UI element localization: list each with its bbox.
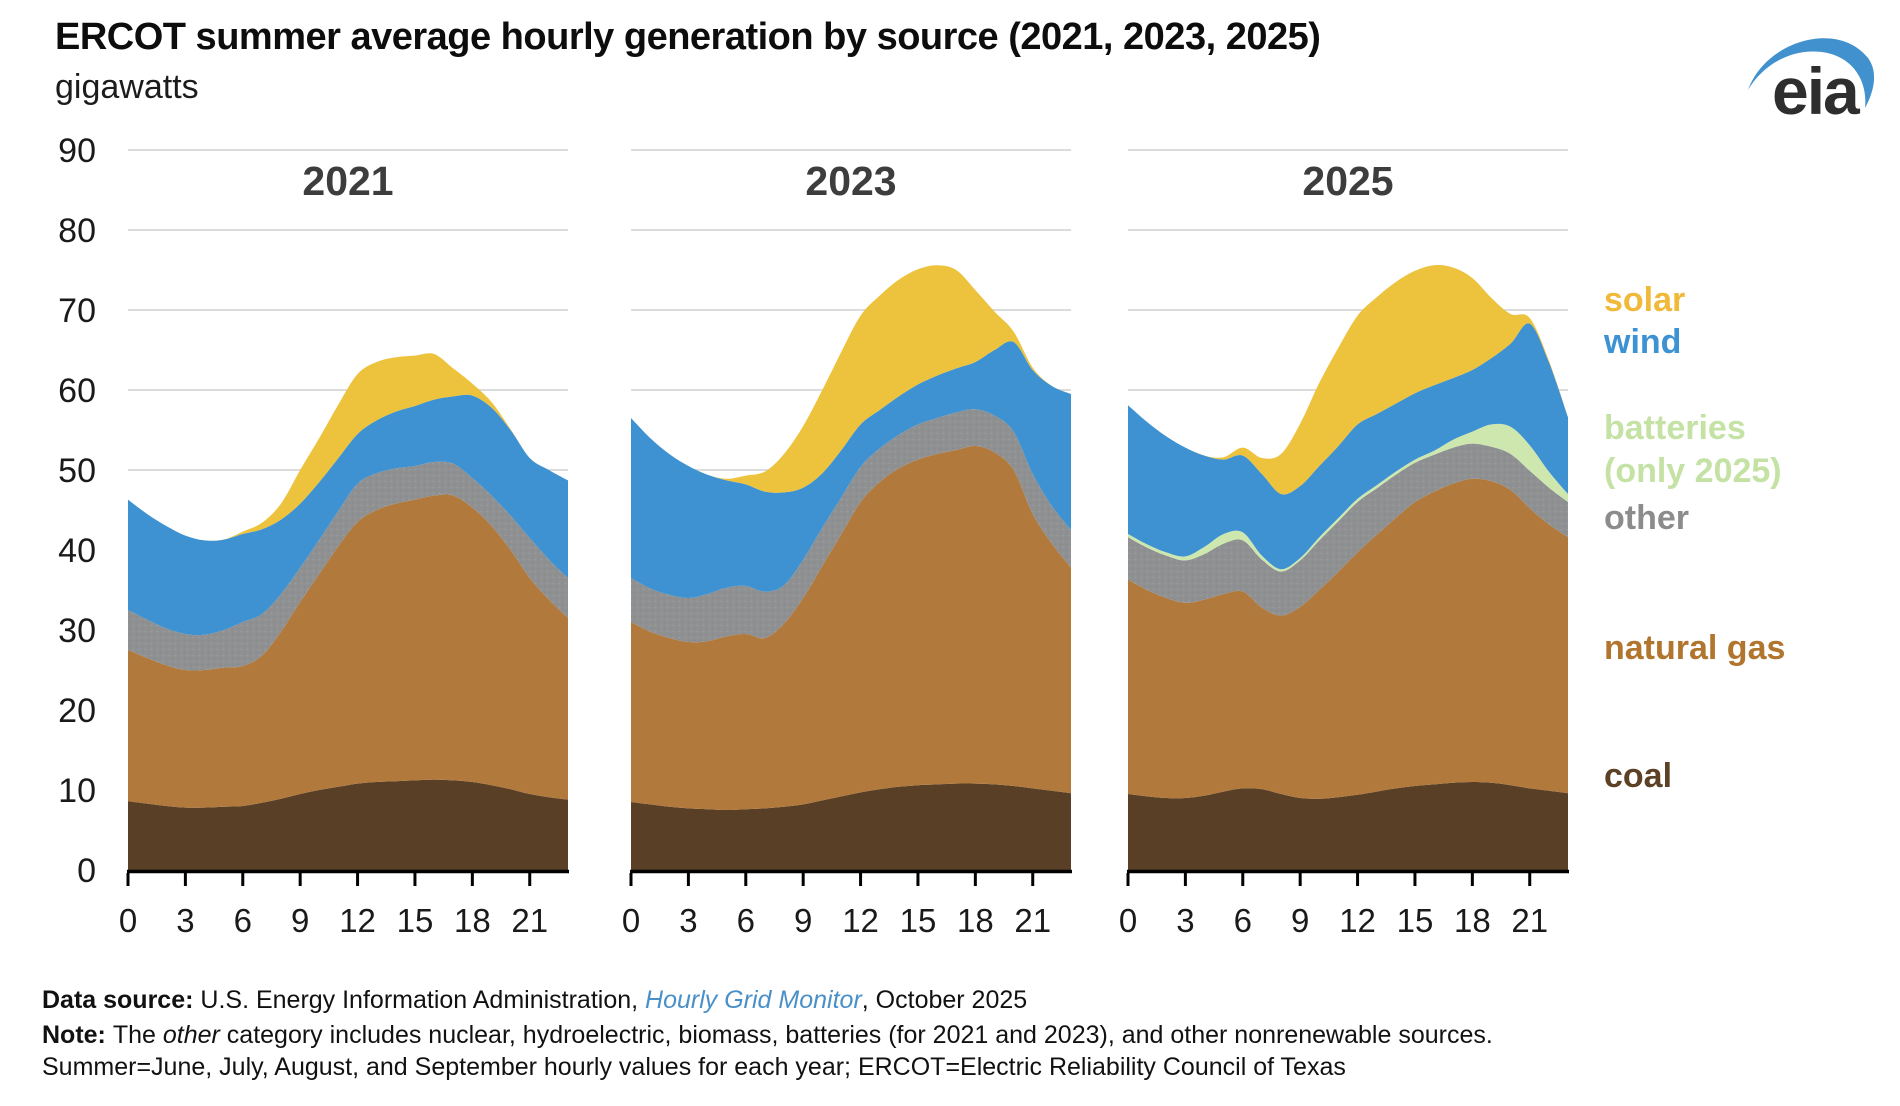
y-tick-label: 40	[58, 532, 96, 570]
y-tick-label: 30	[58, 612, 96, 650]
panel-2021: 0 3 6 9 12 15 18 21 2021	[119, 149, 569, 939]
x-tick-label: 15	[900, 902, 937, 939]
x-tick-label: 0	[119, 902, 137, 939]
data-source-text: U.S. Energy Information Administration,	[200, 986, 646, 1014]
legend-label-natural-gas: natural gas	[1604, 629, 1786, 667]
eia-logo: eia	[1740, 14, 1890, 128]
x-tick-label: 3	[679, 902, 697, 939]
x-tick-label: 18	[1454, 902, 1491, 939]
x-tick-label: 21	[511, 902, 548, 939]
x-tick-label: 9	[794, 902, 812, 939]
x-tick-label: 12	[339, 902, 376, 939]
x-tick-label: 0	[622, 902, 640, 939]
x-tick-label: 6	[737, 902, 755, 939]
page-title: ERCOT summer average hourly generation b…	[55, 16, 1321, 58]
x-tick-label: 3	[1176, 902, 1194, 939]
area-solar-2023	[631, 265, 1071, 493]
x-tick-label: 3	[176, 902, 194, 939]
area-wind-2025	[1128, 323, 1568, 570]
area-coal-2023	[631, 783, 1071, 870]
area-natural_gas-2023	[631, 445, 1071, 810]
x-tick-label: 0	[1119, 902, 1137, 939]
x-tick-label: 15	[1397, 902, 1434, 939]
x-tick-label: 12	[1339, 902, 1376, 939]
footer: Data source: U.S. Energy Information Adm…	[42, 984, 1602, 1083]
area-natural_gas-2021	[128, 494, 568, 808]
panel-year-label: 2025	[1302, 158, 1393, 204]
legend-label-coal: coal	[1604, 757, 1673, 795]
panel-2025: 0 3 6 9 12 15 18 21 2025	[1119, 149, 1569, 939]
area-natural_gas-2025	[1128, 478, 1568, 799]
x-tick-label: 9	[1291, 902, 1309, 939]
area-other-2025	[1128, 443, 1568, 616]
note-line: Note: The other category includes nuclea…	[42, 1019, 1602, 1083]
y-tick-label: 10	[58, 772, 96, 810]
y-tick-label: 70	[58, 292, 96, 330]
y-tick-label: 60	[58, 372, 96, 410]
x-tick-label: 18	[454, 902, 491, 939]
y-tick-label: 20	[58, 692, 96, 730]
y-tick-label: 0	[77, 852, 96, 890]
area-batteries-2025	[1128, 423, 1568, 572]
panel-year-label: 2021	[302, 158, 393, 204]
x-tick-label: 6	[1234, 902, 1252, 939]
area-other-2023	[631, 409, 1071, 643]
y-tick-label: 80	[58, 212, 96, 250]
note-label: Note:	[42, 1021, 113, 1049]
data-source-label: Data source:	[42, 986, 201, 1014]
legend-label-solar: solar	[1604, 281, 1686, 319]
x-tick-label: 12	[842, 902, 879, 939]
eia-logo-text: eia	[1772, 54, 1861, 118]
note-text-other: other	[162, 1021, 220, 1049]
units-label: gigawatts	[55, 68, 199, 106]
panel-2023: 0 3 6 9 12 15 18 21 2023	[622, 149, 1072, 939]
area-coal-2021	[128, 779, 568, 870]
x-tick-label: 9	[291, 902, 309, 939]
hourly-grid-monitor-link[interactable]: Hourly Grid Monitor	[645, 986, 862, 1014]
eia-logo-swoosh-icon	[1748, 38, 1875, 108]
x-tick-label: 21	[1511, 902, 1548, 939]
note-text-1: The	[112, 1021, 163, 1049]
panel-year-label: 2023	[805, 158, 896, 204]
area-coal-2025	[1128, 782, 1568, 870]
legend-label-batteries-2: (only 2025)	[1604, 452, 1782, 490]
data-source-date: , October 2025	[861, 986, 1028, 1014]
x-tick-label: 15	[397, 902, 434, 939]
area-other-2021	[128, 461, 568, 671]
x-tick-label: 21	[1014, 902, 1051, 939]
x-tick-label: 6	[234, 902, 252, 939]
area-wind-2021	[128, 394, 568, 636]
area-solar-2025	[1128, 265, 1568, 495]
area-solar-2021	[128, 353, 568, 541]
x-tick-label: 18	[957, 902, 994, 939]
y-tick-label: 90	[58, 132, 96, 170]
y-tick-label: 50	[58, 452, 96, 490]
legend-label-wind: wind	[1604, 323, 1682, 361]
area-wind-2023	[631, 341, 1071, 599]
legend-label-other: other	[1604, 499, 1689, 537]
note-text-2: category includes nuclear, hydroelectric…	[42, 1021, 1493, 1081]
data-source-line: Data source: U.S. Energy Information Adm…	[42, 984, 1602, 1016]
legend-label-batteries: batteries	[1604, 409, 1746, 447]
